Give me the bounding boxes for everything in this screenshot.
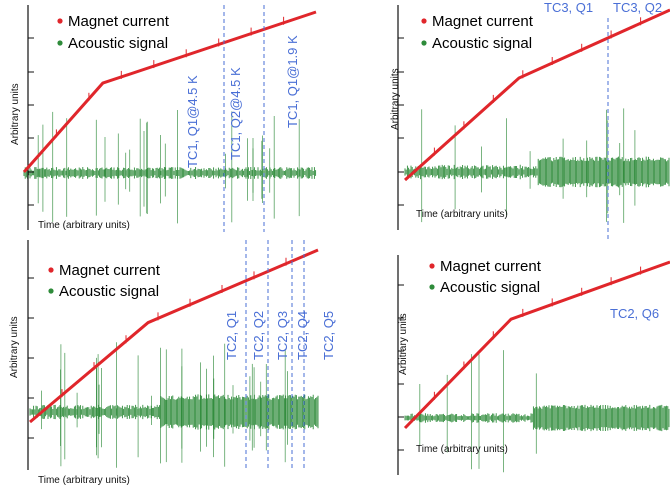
x-axis-label: Time (arbitrary units) [38,220,130,231]
legend-dot-acoustic [48,288,54,294]
marker-ticks [433,266,642,400]
legend-dot-magnet [429,263,435,269]
legend-dot-acoustic [429,284,435,290]
y-axis-label: Arbitrary units [390,68,401,130]
legend-dot-magnet [57,18,63,24]
panel-1: TC1, Q1@4.5 K TC1, Q2@4.5 K TC1, Q1@1.9 … [10,5,317,232]
annotation-label-part: TC1, Q1@1.9 K [285,35,300,128]
panel-3: TC2, Q1 TC2, Q2 TC2, Q3 TC2, Q4 TC2, Q5 … [9,240,336,486]
legend-magnet: Magnet current [68,13,170,30]
marker-ticks [61,257,287,398]
acoustic-layer [404,350,670,473]
legend-dot-acoustic [57,40,63,46]
annotation-label-part: TC1, Q2@4.5 K [228,67,243,160]
y-axis-label: Arbitrary units [398,313,409,375]
legend-acoustic: Acoustic signal [440,279,540,296]
legend-acoustic: Acoustic signal [432,35,532,52]
legend-dot-magnet [421,18,427,24]
magnet-current-line [403,260,670,430]
acoustic-layer [23,110,317,224]
x-axis-label: Time (arbitrary units) [416,209,508,220]
annotation-label: TC1, Q1@4.5 K [185,75,200,168]
annotation-label: TC2, Q3 [275,311,290,360]
panel-4: TC2, Q6 Magnet current Acoustic signal A… [397,255,670,475]
acoustic-signal-trace [404,404,670,432]
legend-acoustic: Acoustic signal [59,283,159,300]
annotation-label: TC2, Q6 [610,306,659,321]
annotation-label: TC2, Q1 [224,311,239,360]
acoustic-signal-trace [23,167,317,179]
acoustic-signal-trace [404,156,670,188]
legend-magnet: Magnet current [59,262,161,279]
legend-magnet: Magnet current [432,13,534,30]
legend-acoustic: Acoustic signal [68,35,168,52]
annotation-label: TC2, Q2 [251,311,266,360]
annotation-label: TC2, Q5 [321,311,336,360]
magnet-current-line [29,248,319,424]
annotation-label: TC2, Q4 [295,311,310,360]
magnet-current-line [403,8,670,182]
annotation-label: TC1, Q1@1.9 K [285,35,300,128]
acoustic-layer [29,342,319,468]
annotation-label-part: TC1, Q1@4.5 K [185,75,200,168]
x-axis-label: Time (arbitrary units) [38,475,130,486]
legend-dot-magnet [48,267,54,273]
marker-ticks [433,17,642,156]
acoustic-layer [404,108,670,223]
y-axis-label: Arbitrary units [10,83,21,145]
legend-dot-acoustic [421,40,427,46]
annotation-label: TC3, Q2 [613,0,662,15]
magnet-current-line [22,10,317,173]
annotation-label: TC3, Q1 [544,0,593,15]
legend-magnet: Magnet current [440,258,542,275]
marker-ticks [55,16,285,138]
x-axis-label: Time (arbitrary units) [416,444,508,455]
acoustic-signal-trace [29,394,319,430]
y-axis-label: Arbitrary units [9,316,20,378]
annotation-label: TC1, Q2@4.5 K [228,67,243,160]
panel-2: TC3, Q1 TC3, Q2 Magnet current Acoustic … [390,0,670,240]
